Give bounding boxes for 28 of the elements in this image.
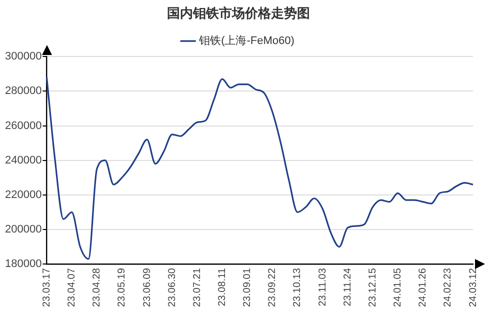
x-tick-label: 24.02.23 xyxy=(442,268,454,308)
y-tick-label: 300000 xyxy=(4,50,42,63)
x-tick-label: 23.11.03 xyxy=(317,268,328,306)
y-tick-label: 280000 xyxy=(4,85,42,98)
x-tick-label: 23.12.15 xyxy=(367,268,378,308)
y-tick-label: 240000 xyxy=(4,154,42,166)
x-tick-label: 23.10.13 xyxy=(292,268,304,308)
x-tick-label: 24.01.26 xyxy=(418,268,429,308)
x-tick-label: 23.07.21 xyxy=(192,268,203,308)
line-series xyxy=(46,76,474,260)
x-tick-label: 24.03.12 xyxy=(468,268,479,308)
y-tick-label: 220000 xyxy=(4,188,42,201)
x-tick-label: 23.09.22 xyxy=(267,268,278,308)
x-tick-label: 23.06.30 xyxy=(166,268,178,308)
x-tick-label: 23.04.28 xyxy=(92,268,103,308)
x-tick-label: 23.06.09 xyxy=(142,268,153,308)
x-tick-label: 23.05.19 xyxy=(116,268,128,308)
x-tick-label: 23.11.24 xyxy=(342,268,354,306)
legend-label: 钼铁(上海-FeMo60) xyxy=(198,34,294,48)
x-tick-label: 23.08.11 xyxy=(216,268,228,306)
x-tick-label: 23.03.17 xyxy=(41,268,52,308)
x-tick-label: 23.04.07 xyxy=(66,268,78,308)
y-tick-label: 260000 xyxy=(4,120,42,132)
x-tick-label: 23.09.01 xyxy=(242,268,254,308)
chart-title: 国内钼铁市场价格走势图 xyxy=(167,5,310,20)
y-tick-label: 200000 xyxy=(4,224,42,236)
x-tick-label: 24.01.05 xyxy=(392,268,404,308)
y-tick-label: 180000 xyxy=(4,258,42,270)
